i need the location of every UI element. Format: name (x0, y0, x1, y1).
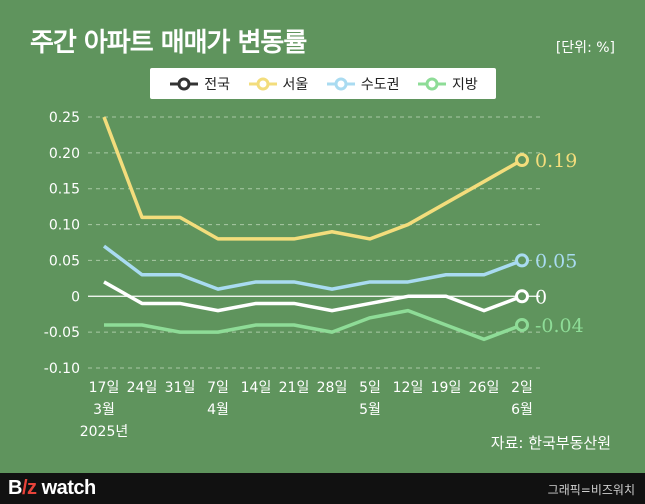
x-tick-label: 5일 (359, 380, 381, 396)
y-tick-label: 0.05 (49, 253, 80, 269)
legend-item: 수도권 (325, 74, 400, 94)
y-tick-label: -0.10 (44, 361, 80, 377)
series-line-0 (103, 280, 523, 313)
series-line-3 (104, 308, 523, 342)
legend: 전국 서울 수도권 지방 (150, 68, 496, 99)
series-end-label: -0.04 (535, 315, 584, 337)
x-tick-label: 12일 (393, 380, 424, 396)
graphic-credit: 그래픽=비즈워치 (547, 483, 635, 497)
x-tick-label: 31일 (165, 380, 196, 396)
legend-label: 지방 (451, 76, 478, 93)
logo-word: watch (36, 477, 97, 499)
unit-label: [단위: %] (555, 40, 615, 56)
chart-title: 주간 아파트 매매가 변동률 (30, 28, 307, 58)
x-tick-label: 24일 (127, 380, 158, 396)
legend-swatch (326, 77, 355, 90)
x-tick-sublabel: 4월 (207, 402, 229, 418)
legend-swatch-marker (334, 77, 348, 90)
x-tick-sublabel: 5월 (359, 402, 381, 418)
series-end-label: 0.19 (535, 150, 577, 172)
x-tick-label: 26일 (469, 380, 500, 396)
legend-swatch (248, 77, 277, 90)
legend-label: 전국 (204, 76, 231, 93)
series-end-marker (515, 289, 529, 304)
x-tick-label: 7일 (207, 380, 229, 396)
y-tick-label: -0.05 (44, 325, 80, 341)
y-tick-label: 0.20 (49, 146, 80, 162)
series-end-marker (515, 253, 529, 268)
x-tick-sublabel: 6월 (511, 402, 533, 418)
series-end-marker (515, 153, 529, 168)
legend-item: 지방 (416, 74, 478, 94)
series-line-2 (102, 244, 523, 291)
series-end-label: 0 (535, 286, 547, 308)
x-tick-sublabel: 3월 (93, 402, 115, 418)
legend-label: 서울 (282, 76, 309, 93)
source-note: 자료: 한국부동산원 (490, 434, 611, 452)
x-tick-label: 19일 (431, 380, 462, 396)
logo-z: /z (21, 477, 37, 499)
legend-label: 수도권 (360, 76, 400, 93)
x-tick-label: 21일 (279, 380, 310, 396)
x-tick-label: 2일 (511, 380, 533, 396)
line-chart: 0.25 0.20 0.15 0.10 0.05 0 -0.05 -0.10 17일 3월 2025… (44, 110, 584, 440)
bizwatch-logo: B/z watch (8, 477, 96, 500)
y-tick-label: 0.25 (49, 110, 80, 126)
legend-item: 전국 (168, 74, 230, 94)
legend-swatch-marker (177, 77, 191, 90)
x-tick-label: 14일 (241, 380, 272, 396)
legend-swatch-marker (425, 77, 439, 90)
series-end-label: 0.05 (535, 250, 577, 272)
x-tick-label: 28일 (317, 380, 348, 396)
footer-bar: B/z watch 그래픽=비즈워치 (0, 473, 645, 504)
logo-b: B (8, 477, 22, 499)
y-tick-label: 0.15 (49, 182, 80, 198)
legend-swatch (417, 77, 446, 90)
y-tick-label: 0.10 (49, 218, 80, 234)
series-end-marker (515, 317, 529, 332)
y-tick-label: 0 (71, 289, 80, 305)
legend-swatch-marker (256, 77, 270, 90)
x-tick-sublabel: 2025년 (80, 424, 129, 440)
legend-swatch (170, 77, 199, 90)
x-tick-label: 17일 (89, 380, 120, 396)
series-line-1 (102, 116, 523, 241)
legend-item: 서울 (247, 74, 309, 94)
